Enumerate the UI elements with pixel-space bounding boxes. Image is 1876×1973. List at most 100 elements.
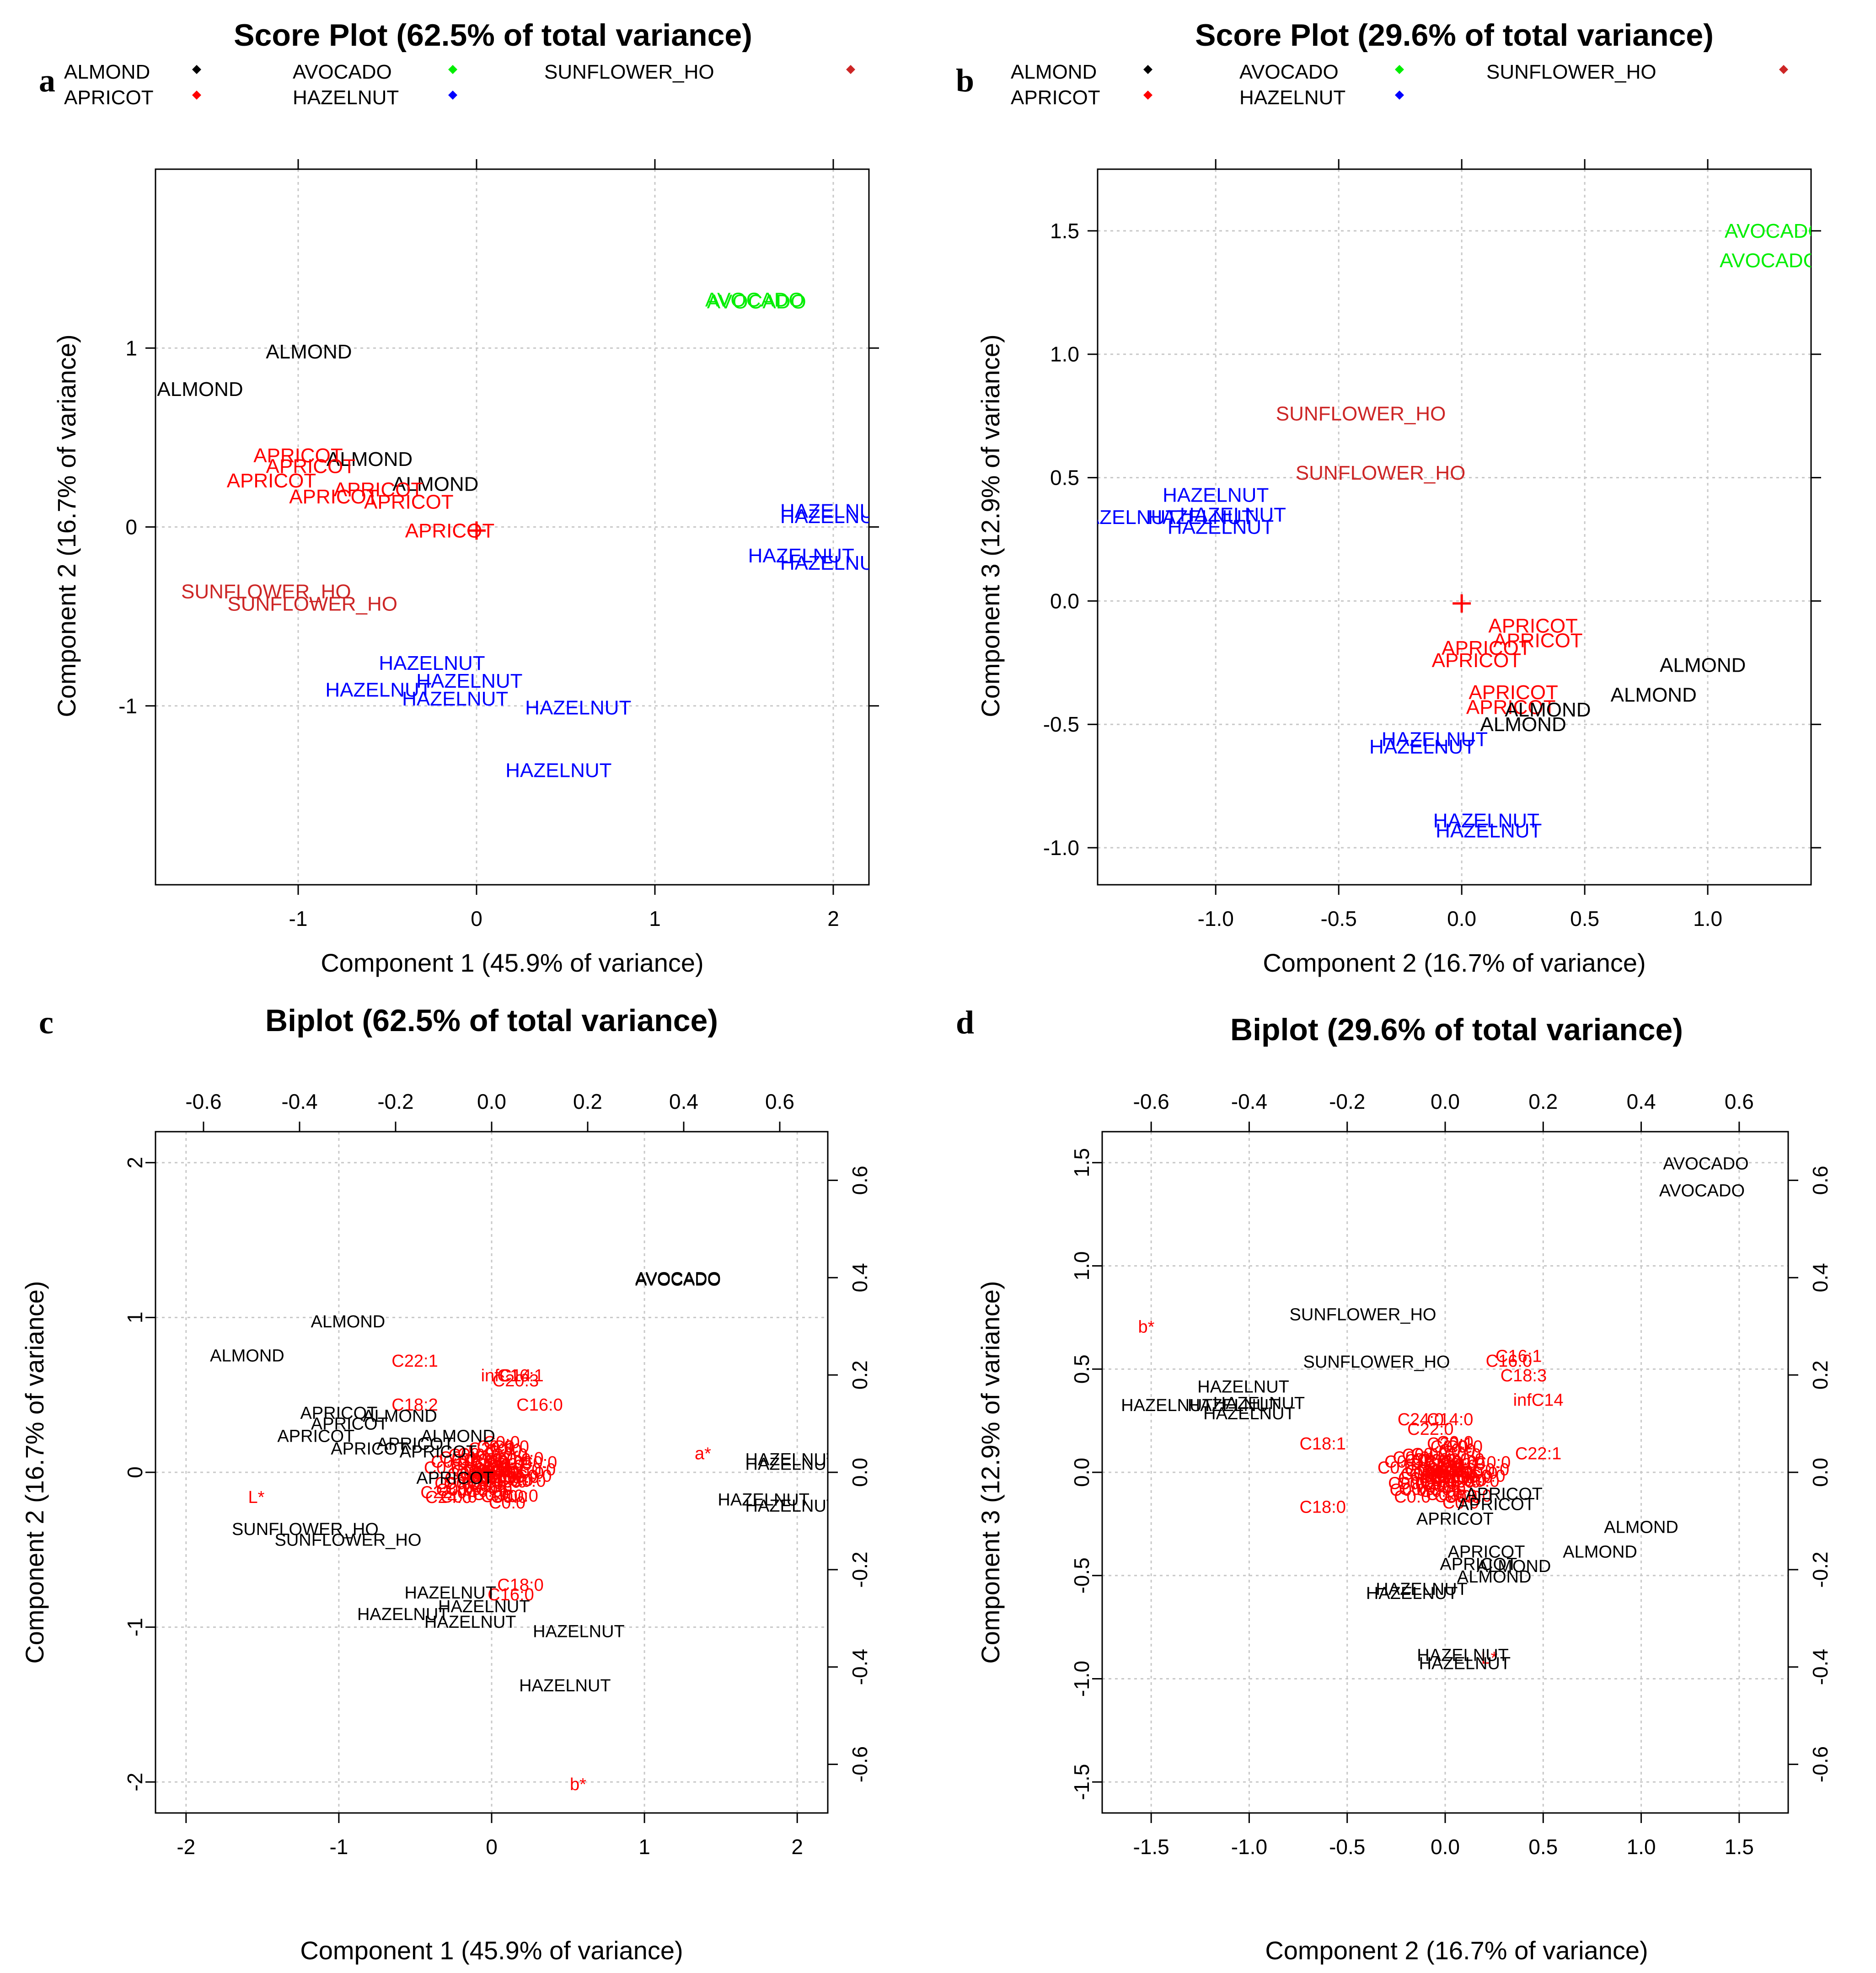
- score-label: AVOCADO: [1663, 1155, 1748, 1174]
- loading-label: C16:1: [497, 1366, 543, 1385]
- top-tick-label: -0.4: [281, 1090, 317, 1113]
- loading-cluster-glyph: C0:0: [436, 1481, 472, 1500]
- loading-cluster-glyph: C0:0: [1417, 1462, 1454, 1481]
- loading-cluster-glyph: C0:0: [486, 1460, 522, 1479]
- loading-cluster-glyph: C0:0: [520, 1453, 557, 1472]
- legend-label-apricot: APRICOT: [1011, 86, 1100, 109]
- loading-cluster-glyph: C0:0: [439, 1448, 476, 1467]
- score-label: HAZELNUT: [1419, 1654, 1511, 1673]
- loading-cluster-glyph: C0:0: [484, 1472, 521, 1492]
- loading-cluster-glyph: C0:0: [479, 1464, 516, 1483]
- score-label: HAZELNUT: [745, 1450, 837, 1470]
- x-axis-label: Component 2 (16.7% of variance): [1265, 1936, 1648, 1965]
- loading-cluster-glyph: C0:0: [1440, 1453, 1477, 1472]
- legend-marker-hazelnut: [1395, 91, 1404, 100]
- score-label: ALMOND: [311, 1312, 386, 1331]
- loading-cluster-glyph: C0:0: [1436, 1462, 1473, 1481]
- panel-letter-d: d: [956, 1004, 974, 1041]
- score-label: HAZELNUT: [402, 688, 508, 710]
- loading-cluster-glyph: C0:0: [448, 1446, 485, 1465]
- y-axis-label: Component 3 (12.9% of variance): [976, 1281, 1005, 1663]
- loading-cluster-glyph: C0:0: [445, 1480, 482, 1499]
- loading-cluster-glyph: C0:0: [473, 1460, 509, 1479]
- loading-cluster-glyph: C0:0: [1431, 1438, 1467, 1457]
- chart-title: Biplot (62.5% of total variance): [265, 1003, 718, 1038]
- top-tick-label: 0.2: [1528, 1090, 1558, 1113]
- loading-cluster-glyph: C0:0: [1398, 1469, 1435, 1488]
- score-label: SUNFLOWER_HO: [232, 1520, 379, 1539]
- loading-cluster-glyph: C0:0: [481, 1487, 517, 1506]
- y-tick-label: 0.5: [1070, 1354, 1093, 1384]
- score-label: ALMOND: [1457, 1567, 1532, 1587]
- score-label: ALMOND: [363, 1407, 437, 1426]
- loading-cluster-glyph: C0:0: [466, 1468, 503, 1487]
- loading-cluster-glyph: C0:0: [424, 1458, 461, 1477]
- loading-cluster-glyph: C0:0: [1411, 1445, 1447, 1464]
- legend: ALMOND APRICOT AVOCADO HAZELNUT SUNFLOWER_HO: [1011, 61, 1788, 109]
- right-tick-label: 0.6: [1808, 1166, 1832, 1195]
- loading-cluster-glyph: C0:0: [471, 1467, 507, 1486]
- grid-lines: [155, 1132, 828, 1813]
- y-tick-label: -1.0: [1043, 836, 1079, 860]
- x-tick-label: 0.5: [1528, 1835, 1558, 1859]
- loading-cluster-glyph: C0:0: [1389, 1481, 1426, 1500]
- loading-cluster-glyph: C0:0: [480, 1468, 517, 1487]
- loading-cluster-glyph: C0:0: [1419, 1471, 1456, 1490]
- score-label: HAZELNUT: [1213, 1394, 1305, 1413]
- score-label: ALMOND: [1505, 699, 1591, 721]
- loading-label: C20:3: [493, 1371, 539, 1390]
- score-label: APRICOT: [416, 1469, 493, 1488]
- loading-cluster-glyph: C0:0: [1473, 1460, 1509, 1480]
- y-tick-label: 0.0: [1070, 1458, 1093, 1487]
- grid-lines: [1102, 1132, 1788, 1813]
- loading-cluster-glyph: C0:0: [491, 1445, 527, 1465]
- loading-cluster-glyph: C0:0: [1438, 1472, 1474, 1492]
- right-tick-label: -0.2: [848, 1551, 872, 1588]
- score-label: HAZELNUT: [1188, 1396, 1280, 1415]
- data-layer: AVOCADOAVOCADOALMONDALMONDALMONDALMONDAP…: [157, 289, 869, 782]
- score-label: HAZELNUT: [405, 1583, 497, 1603]
- x-tick-label: -1.5: [1133, 1835, 1169, 1859]
- loading-cluster-glyph: C0:0: [1444, 1445, 1481, 1465]
- loading-cluster-glyph: C0:0: [1439, 1460, 1476, 1479]
- score-label: ALMOND: [1604, 1518, 1678, 1537]
- score-label: APRICOT: [311, 1415, 388, 1434]
- loading-cluster-glyph: C0:0: [1424, 1477, 1460, 1497]
- right-tick-label: 0.6: [848, 1166, 872, 1195]
- loading-cluster-glyph: C0:0: [472, 1485, 509, 1504]
- score-label: HAZELNUT: [1376, 1580, 1468, 1599]
- loading-cluster-glyph: C0:0: [1434, 1487, 1471, 1506]
- legend-marker-hazelnut: [448, 91, 457, 100]
- panels: a Score Plot (62.5% of total variance) -1 0…: [20, 18, 1832, 1965]
- score-label: SUNFLOWER_HO: [1290, 1305, 1436, 1324]
- score-label: ALMOND: [392, 473, 478, 496]
- loading-cluster-glyph: C0:0: [1401, 1465, 1437, 1484]
- y-tick-label: -0.5: [1070, 1557, 1093, 1593]
- score-label: APRICOT: [1432, 649, 1522, 672]
- score-label: HAZELNUT: [525, 697, 631, 719]
- top-tick-label: 0.0: [1431, 1090, 1460, 1113]
- score-label: SUNFLOWER_HO: [1303, 1353, 1450, 1372]
- score-label: HAZELNUT: [1436, 819, 1542, 842]
- loading-cluster-glyph: C0:0: [1463, 1471, 1499, 1491]
- x-tick-label: -1.0: [1231, 1835, 1267, 1859]
- loading-cluster-glyph: C0:0: [1441, 1456, 1477, 1476]
- right-tick-label: -0.4: [1808, 1649, 1832, 1685]
- y-tick-label: 1: [125, 336, 137, 360]
- top-tick-label: -0.4: [1231, 1090, 1267, 1113]
- right-tick-label: 0.0: [848, 1458, 872, 1487]
- top-tick-label: 0.4: [669, 1090, 698, 1113]
- score-label: HAZELNUT: [1121, 1396, 1213, 1415]
- loading-cluster-glyph: C0:0: [489, 1493, 525, 1513]
- loading-cluster-glyph: C0:0: [471, 1453, 507, 1472]
- loading-label: C18:0: [497, 1576, 543, 1595]
- x-tick-label: 0: [486, 1835, 498, 1859]
- loading-label: C14:0: [497, 1449, 543, 1468]
- legend-marker-almond: [192, 65, 201, 74]
- x-tick-label: 2: [827, 907, 839, 930]
- loading-cluster-glyph: C0:0: [471, 1458, 507, 1477]
- y-tick-label: 1.5: [1050, 219, 1079, 243]
- loading-cluster-glyph: C0:0: [459, 1450, 495, 1470]
- y-axis-label: Component 2 (16.7% of variance): [52, 334, 81, 717]
- loading-cluster-glyph: C0:0: [1428, 1455, 1464, 1474]
